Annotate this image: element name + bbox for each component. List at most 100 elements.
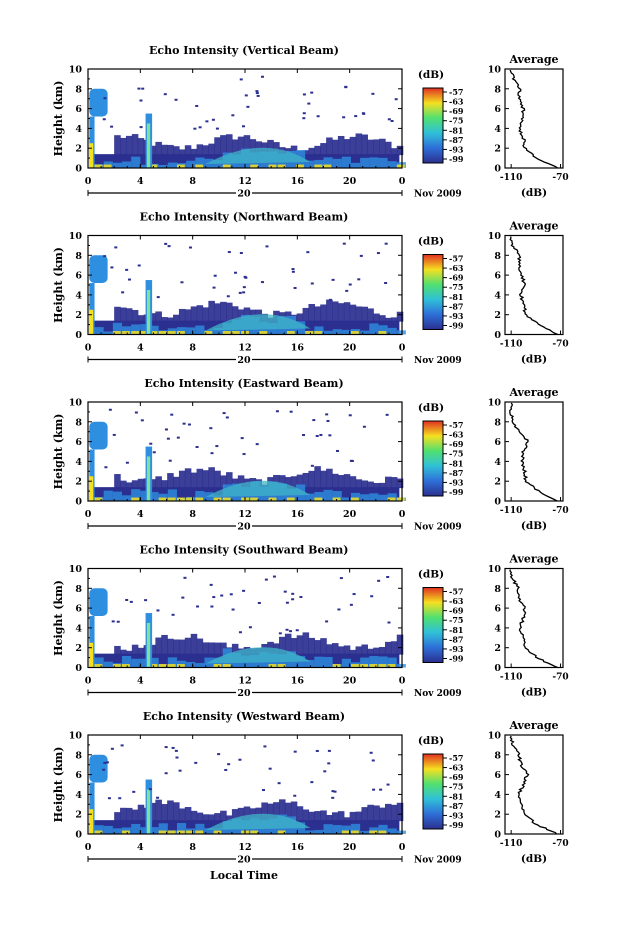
panel-2: Echo Intensity (Eastward Beam) 0 2 4 6 8 10 0 4 8… xyxy=(52,377,569,533)
echo-speckle xyxy=(213,274,217,277)
echo-speckle xyxy=(291,268,295,271)
echo-cell xyxy=(114,812,121,822)
echo-cell xyxy=(284,633,292,655)
avg-title: Average xyxy=(508,553,558,566)
date-month-label: Nov 2009 xyxy=(414,356,462,366)
echo-cell xyxy=(361,134,368,156)
echo-speckle xyxy=(394,98,398,101)
echo-cell xyxy=(114,135,121,156)
echo-speckle xyxy=(209,583,213,586)
echo-speckle xyxy=(328,298,332,301)
echo-cell xyxy=(231,809,239,822)
echo-cell xyxy=(367,308,374,322)
y-tick-label: 8 xyxy=(75,84,82,95)
colorbar-tick-label: -57 xyxy=(449,587,463,597)
colorbar-tick-label: -81 xyxy=(449,625,463,635)
echo-cell xyxy=(112,828,123,834)
echo-speckle xyxy=(310,282,314,285)
echo-cell xyxy=(350,331,359,335)
echo-cell xyxy=(360,494,370,501)
echo-cell xyxy=(296,806,304,822)
echo-speckle xyxy=(239,78,243,81)
echo-speckle xyxy=(183,576,187,579)
echo-cell xyxy=(202,642,210,655)
x-tick-label: 8 xyxy=(189,676,196,687)
echo-speckle xyxy=(295,629,299,632)
echo-cell xyxy=(131,823,141,834)
echo-cell xyxy=(195,491,205,501)
avg-y-tick-label: 6 xyxy=(494,271,501,282)
echo-speckle xyxy=(103,761,107,764)
echo-cell xyxy=(373,483,380,489)
echo-cell xyxy=(103,490,113,501)
echo-cell xyxy=(284,802,292,822)
echo-speckle xyxy=(352,593,356,596)
echo-cell xyxy=(378,824,388,834)
colorbar-tick-label: -81 xyxy=(449,458,463,468)
echo-cell xyxy=(190,633,198,655)
echo-column-core xyxy=(89,143,94,168)
echo-cell xyxy=(131,658,141,668)
colorbar-tick-label: -57 xyxy=(449,753,463,763)
echo-cell xyxy=(190,148,198,156)
echo-speckle xyxy=(171,746,175,749)
echo-cell xyxy=(369,830,378,834)
echo-speckle xyxy=(149,442,153,445)
colorbar-tick-label: -63 xyxy=(449,596,464,606)
echo-spike-core xyxy=(146,456,151,501)
x-tick-label: 20 xyxy=(343,509,357,520)
echo-cell xyxy=(369,664,378,668)
echo-cell xyxy=(176,830,185,834)
echo-cell xyxy=(140,490,150,501)
avg-x-tick-label: -110 xyxy=(500,173,523,183)
echo-cell xyxy=(320,810,327,822)
echo-plume xyxy=(89,255,108,284)
echo-cell xyxy=(149,492,159,501)
echo-cell xyxy=(120,807,127,822)
echo-cell xyxy=(332,812,339,822)
echo-cell xyxy=(137,315,145,322)
echo-cell xyxy=(237,136,245,156)
x-tick-label: 16 xyxy=(291,176,305,187)
echo-speckle xyxy=(140,419,144,422)
echo-speckle xyxy=(238,631,242,634)
echo-cell xyxy=(396,664,406,668)
echo-speckle xyxy=(226,295,230,298)
echo-cell xyxy=(387,657,397,668)
echo-speckle xyxy=(315,749,319,752)
echo-cell xyxy=(390,148,398,156)
echo-cell xyxy=(226,302,233,322)
echo-cell xyxy=(222,331,231,335)
echo-speckle xyxy=(242,589,246,592)
echo-cell xyxy=(323,330,333,335)
echo-cell xyxy=(125,308,133,322)
echo-speckle xyxy=(103,97,107,100)
echo-cell xyxy=(378,331,387,335)
echo-cell xyxy=(120,307,127,322)
echo-cell xyxy=(296,313,304,322)
avg-y-tick-label: 0 xyxy=(494,830,501,841)
heatmap-field xyxy=(89,744,406,834)
y-tick-label: 6 xyxy=(75,104,82,115)
echo-cell xyxy=(308,147,315,156)
echo-cell xyxy=(186,661,196,668)
echo-cell xyxy=(350,492,361,501)
x-tick-label: 8 xyxy=(189,176,196,187)
echo-speckle xyxy=(302,112,306,115)
echo-cell xyxy=(122,664,130,668)
echo-cell xyxy=(178,149,186,156)
echo-column xyxy=(89,116,95,168)
colorbar-tick-label: -87 xyxy=(449,301,463,311)
echo-speckle xyxy=(125,268,129,271)
avg-y-tick-label: 10 xyxy=(488,65,502,76)
colorbar-unit: (dB) xyxy=(418,402,444,414)
echo-speckle xyxy=(268,767,272,770)
echo-speckle xyxy=(164,746,168,749)
avg-profile-line xyxy=(509,735,558,835)
echo-speckle xyxy=(129,600,133,603)
avg-frame xyxy=(504,68,564,169)
x-tick-label: 0 xyxy=(399,676,406,687)
x-tick-label: 0 xyxy=(399,842,406,853)
heatmap-field xyxy=(89,75,406,168)
echo-cell xyxy=(220,475,227,489)
